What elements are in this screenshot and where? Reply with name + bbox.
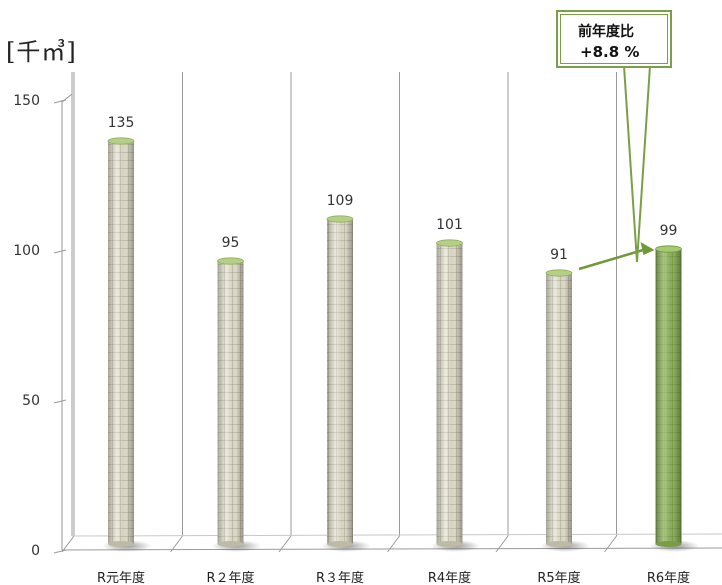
floor-divider xyxy=(387,535,400,553)
unit-label: [千㎥] xyxy=(6,38,77,66)
category-label: R5年度 xyxy=(537,570,580,585)
value-label: 109 xyxy=(327,193,354,209)
bar-shading xyxy=(327,219,353,544)
y-tick-label: 150 xyxy=(13,93,40,109)
bar-base xyxy=(436,541,463,547)
category-label: R２年度 xyxy=(206,570,254,585)
bar-base xyxy=(217,541,244,547)
bar-top xyxy=(655,245,682,253)
gridlines xyxy=(53,72,617,554)
callout-title: 前年度比 xyxy=(578,24,634,40)
arrow-head xyxy=(640,242,655,255)
bar-top xyxy=(326,215,354,223)
bar-shading xyxy=(546,273,572,544)
bar-base xyxy=(546,541,572,547)
bar-base xyxy=(655,541,682,547)
value-label: 91 xyxy=(550,247,568,263)
y-tick-mark xyxy=(53,249,67,254)
y-axis-top-tick xyxy=(61,93,73,103)
bar-base xyxy=(108,541,134,547)
bar-shading xyxy=(655,249,682,544)
yoy-callout: 前年度比 +8.8 % xyxy=(556,10,672,68)
callout-inner-border xyxy=(560,14,668,64)
arrow-shaft xyxy=(578,247,647,271)
bar-top xyxy=(217,257,244,265)
category-label: R元年度 xyxy=(97,570,145,585)
floor-divider xyxy=(604,535,617,553)
callout-value: +8.8 % xyxy=(580,43,640,61)
value-label: 95 xyxy=(222,235,240,251)
labels: 0 50 100 150 135 R元年度 95 R２年度 109 R３年度 101 R4年度 91 R5… xyxy=(13,93,690,585)
bar-top xyxy=(436,239,463,247)
bars xyxy=(102,137,700,552)
floor-back-line xyxy=(71,533,722,537)
category-label: R３年度 xyxy=(316,570,364,585)
callout-pointer xyxy=(622,65,652,263)
value-label: 101 xyxy=(436,217,463,233)
bar-base xyxy=(327,541,353,547)
y-tick-mark xyxy=(53,399,67,404)
x-axis xyxy=(61,547,722,551)
value-label: 135 xyxy=(108,115,135,131)
floor-divider xyxy=(61,535,75,553)
y-tick-mark xyxy=(53,549,67,554)
bar-top xyxy=(107,137,135,145)
axes xyxy=(61,72,722,551)
y-tick-label: 100 xyxy=(13,243,40,259)
y-tick-label: 0 xyxy=(31,543,40,559)
bar-shading xyxy=(108,141,134,544)
bar-shading xyxy=(436,243,463,544)
bar-top xyxy=(545,269,573,277)
category-label: R6年度 xyxy=(647,570,690,585)
floor-divider xyxy=(495,535,509,553)
bar-shading xyxy=(217,261,244,544)
category-label: R4年度 xyxy=(428,570,471,585)
value-label: 99 xyxy=(660,223,678,239)
y-tick-label: 50 xyxy=(22,393,40,409)
